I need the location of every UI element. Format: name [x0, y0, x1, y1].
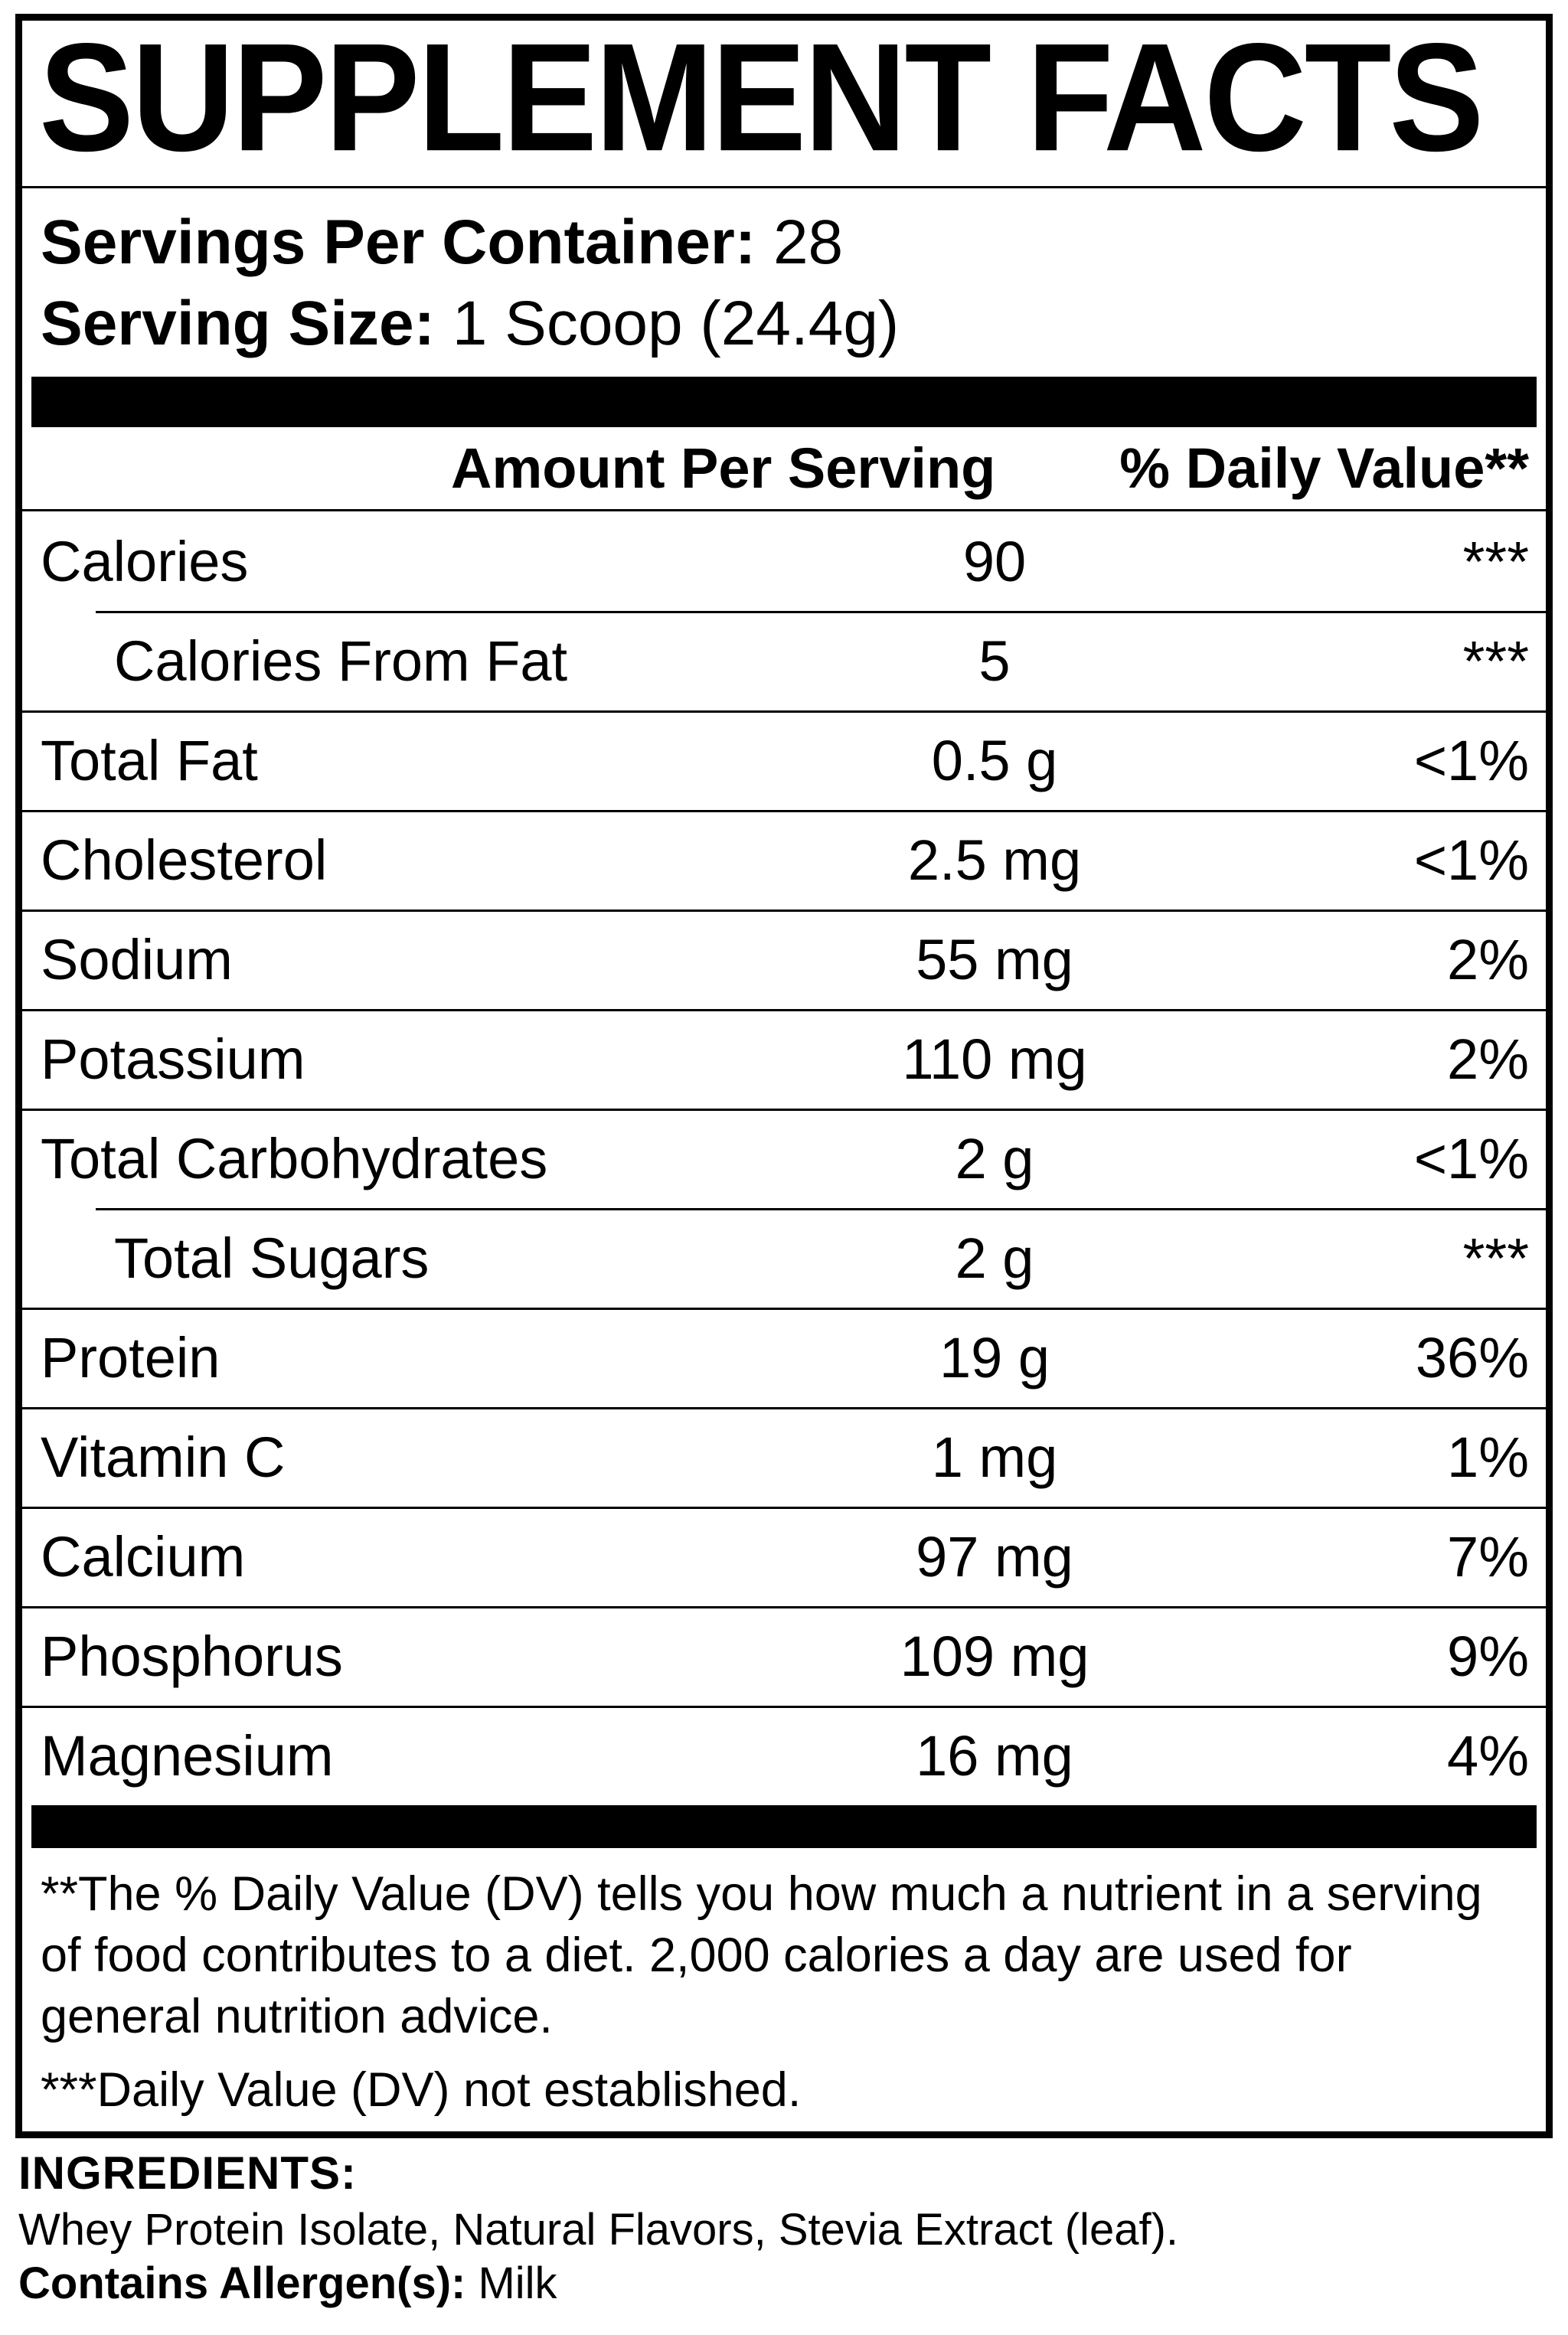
nutrient-name: Total Sugars: [114, 1226, 430, 1290]
nutrient-row: Potassium 110 mg 2%: [22, 1009, 1546, 1109]
nutrient-row: Vitamin C 1 mg 1%: [22, 1407, 1546, 1507]
ingredients-heading: INGREDIENTS:: [18, 2147, 358, 2199]
nutrient-dv: ***: [1462, 1226, 1529, 1290]
nutrient-amount: 5: [978, 629, 1011, 693]
nutrient-dv: <1%: [1413, 728, 1529, 792]
nutrient-name: Potassium: [41, 1027, 305, 1091]
serving-size-value: 1 Scoop (24.4g): [452, 289, 900, 358]
divider-bar-top: [31, 377, 1537, 427]
nutrient-dv: 9%: [1447, 1624, 1529, 1688]
nutrient-amount: 2 g: [955, 1126, 1034, 1190]
serving-info: Servings Per Container: 28 Serving Size:…: [22, 188, 1546, 377]
nutrient-name: Cholesterol: [41, 828, 328, 892]
table-header: Amount Per Serving % Daily Value**: [22, 427, 1546, 511]
nutrient-name: Total Fat: [41, 728, 258, 792]
nutrient-amount: 19 g: [939, 1325, 1050, 1390]
nutrient-row: Total Carbohydrates 2 g <1%: [22, 1109, 1546, 1208]
nutrient-row: Total Fat 0.5 g <1%: [22, 710, 1546, 810]
nutrient-amount: 2 g: [955, 1226, 1034, 1290]
nutrient-name: Vitamin C: [41, 1425, 286, 1489]
nutrient-amount: 55 mg: [916, 927, 1073, 991]
nutrient-name: Calories: [41, 529, 249, 593]
nutrient-name: Total Carbohydrates: [41, 1126, 548, 1190]
nutrition-rows: Calories 90 *** Calories From Fat 5 *** …: [22, 511, 1546, 1805]
panel-title: SUPPLEMENT FACTS: [39, 11, 1484, 184]
ingredients-section: INGREDIENTS: Whey Protein Isolate, Natur…: [18, 2149, 1550, 2308]
nutrient-amount: 1 mg: [931, 1425, 1058, 1489]
nutrient-dv: ***: [1462, 629, 1529, 693]
daily-value-header: % Daily Value**: [1119, 436, 1529, 500]
not-established-note: ***Daily Value (DV) not established.: [41, 2063, 802, 2117]
nutrient-row: Protein 19 g 36%: [22, 1308, 1546, 1407]
nutrient-amount: 110 mg: [902, 1027, 1087, 1091]
nutrient-dv: <1%: [1413, 828, 1529, 892]
nutrient-dv: 2%: [1447, 1027, 1529, 1091]
nutrient-row: Total Sugars 2 g ***: [22, 1208, 1546, 1308]
nutrient-row: Sodium 55 mg 2%: [22, 910, 1546, 1009]
allergen-label: Contains Allergen(s):: [18, 2258, 466, 2308]
servings-label: Servings Per Container:: [41, 207, 756, 277]
servings-per-container-line: Servings Per Container: 28: [41, 202, 1527, 283]
nutrient-row: Phosphorus 109 mg 9%: [22, 1606, 1546, 1706]
nutrient-name: Magnesium: [41, 1723, 334, 1788]
nutrient-dv: <1%: [1413, 1126, 1529, 1190]
nutrient-name: Calories From Fat: [114, 629, 568, 693]
nutrient-amount: 90: [962, 529, 1027, 593]
nutrient-name: Calcium: [41, 1524, 246, 1589]
footnotes: **The % Daily Value (DV) tells you how m…: [22, 1848, 1546, 2131]
serving-size-line: Serving Size: 1 Scoop (24.4g): [41, 283, 1527, 364]
ingredients-list: Whey Protein Isolate, Natural Flavors, S…: [18, 2205, 1178, 2255]
daily-value-note: **The % Daily Value (DV) tells you how m…: [41, 1867, 1482, 2043]
amount-per-serving-header: Amount Per Serving: [451, 436, 996, 500]
allergen-line: Contains Allergen(s): Milk: [18, 2259, 1550, 2308]
divider-bar-bottom: [31, 1805, 1537, 1848]
nutrient-amount: 109 mg: [900, 1624, 1089, 1688]
nutrient-name: Protein: [41, 1325, 220, 1390]
nutrient-dv: 7%: [1447, 1524, 1529, 1589]
nutrient-dv: 4%: [1447, 1723, 1529, 1788]
servings-value: 28: [773, 207, 844, 277]
allergen-value: Milk: [478, 2258, 557, 2308]
nutrient-name: Sodium: [41, 927, 233, 991]
nutrient-row: Cholesterol 2.5 mg <1%: [22, 810, 1546, 910]
nutrient-row: Calories From Fat 5 ***: [22, 611, 1546, 710]
nutrient-row: Calories 90 ***: [22, 511, 1546, 611]
title-divider: [22, 186, 1546, 188]
serving-size-label: Serving Size:: [41, 289, 435, 358]
supplement-facts-panel: SUPPLEMENT FACTS Servings Per Container:…: [15, 14, 1553, 2138]
nutrient-dv: 36%: [1415, 1325, 1529, 1390]
nutrient-amount: 16 mg: [916, 1723, 1073, 1788]
nutrient-name: Phosphorus: [41, 1624, 343, 1688]
nutrient-dv: 2%: [1447, 927, 1529, 991]
nutrient-amount: 2.5 mg: [907, 828, 1082, 892]
nutrient-dv: ***: [1462, 529, 1529, 593]
nutrient-row: Magnesium 16 mg 4%: [22, 1706, 1546, 1805]
nutrient-amount: 0.5 g: [931, 728, 1058, 792]
nutrient-row: Calcium 97 mg 7%: [22, 1507, 1546, 1606]
nutrient-amount: 97 mg: [916, 1524, 1073, 1589]
nutrient-dv: 1%: [1447, 1425, 1529, 1489]
